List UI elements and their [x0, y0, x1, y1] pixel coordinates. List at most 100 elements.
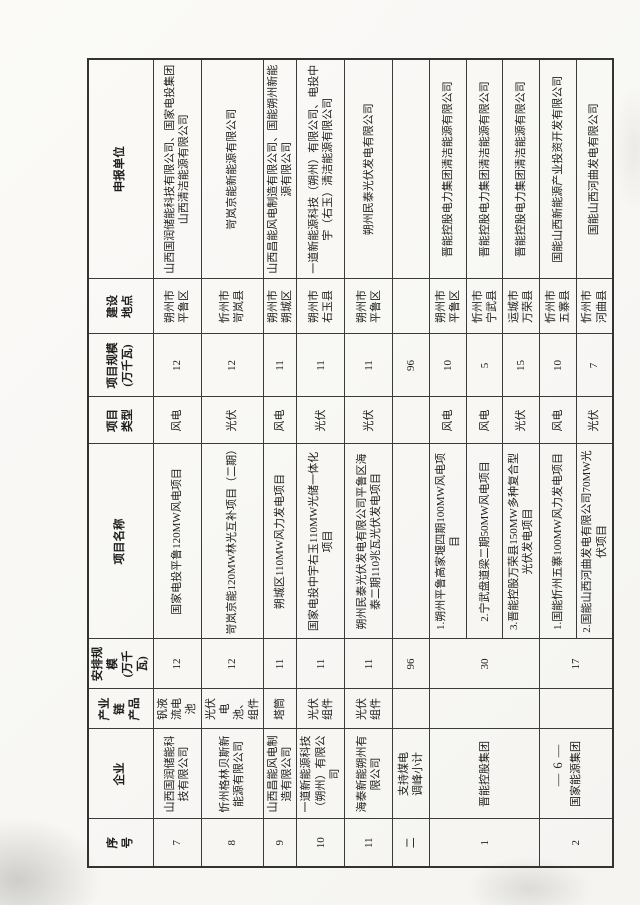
- cell-install: 12: [153, 639, 202, 689]
- cell-enterprise: 晋能控股集团: [429, 729, 540, 819]
- col-header-location: 建设 地点: [88, 279, 154, 334]
- cell-location: 运城市 万荣县: [502, 279, 540, 334]
- group-row: 1 晋能控股集团 30 1.朔州平鲁高家堰四期100MW风电项目 风电 10 朔…: [429, 59, 540, 867]
- cell-applicant: 山西国润储能科技有限公司、国家电投集团山西清洁能源有限公司: [153, 59, 202, 279]
- cell-project: 岢岚京能120MW林光互补项目（二期）: [201, 444, 264, 639]
- cell-size: 7: [576, 334, 613, 397]
- cell-size: 5: [466, 334, 503, 397]
- cell-enterprise: 一道新能源科技（朔州）有限公司: [296, 729, 345, 819]
- col-header-arranged-scale: 安排规模 (万千瓦): [88, 639, 154, 689]
- cell-project: 1.国能忻州五寨100MW风力发电项目: [539, 444, 577, 639]
- cell-no: 1: [429, 819, 540, 867]
- cell-type: 光伏: [344, 397, 393, 444]
- cell-type: 风电: [429, 397, 467, 444]
- cell-size: 10: [429, 334, 467, 397]
- table-row: 9 山西昌能风电制造有限公司 塔筒 11 朔城区110MW风力发电项目 风电 1…: [263, 59, 297, 867]
- cell-subtotal-label: 支持煤电 调峰小计: [392, 729, 430, 819]
- cell-project: 1.朔州平鲁高家堰四期100MW风电项目: [429, 444, 467, 639]
- cell-type: 光伏: [201, 397, 264, 444]
- cell-location: 忻州市 河曲县: [576, 279, 613, 334]
- cell-install: 11: [296, 639, 345, 689]
- cell-size: 96: [392, 334, 430, 397]
- cell-product: 钒液流电池: [153, 689, 202, 729]
- cell-project: 2.国能山西河曲发电有限公司70MW光伏项目: [576, 444, 613, 639]
- cell-size: 15: [502, 334, 540, 397]
- cell-type: 风电: [263, 397, 297, 444]
- cell-install: 11: [263, 639, 297, 689]
- subtotal-row: 二 支持煤电 调峰小计 96 96: [392, 59, 430, 867]
- cell-type: 风电: [539, 397, 577, 444]
- cell-product: 光伏组件: [296, 689, 345, 729]
- cell-size: 11: [296, 334, 345, 397]
- cell-location: 朔州市 右玉县: [296, 279, 345, 334]
- col-header-project-type: 项目 类型: [88, 397, 154, 444]
- cell-location: 朔州市 平鲁区: [429, 279, 467, 334]
- col-header-applicant: 申报单位: [88, 59, 154, 279]
- cell-project-empty: [392, 444, 430, 639]
- cell-install: 11: [344, 639, 393, 689]
- cell-no: 11: [344, 819, 393, 867]
- cell-type: 光伏: [502, 397, 540, 444]
- cell-applicant: 晋能控股电力集团清洁能源有限公司: [502, 59, 540, 279]
- cell-project: 2.宁武盘道梁二期50MW风电项目: [466, 444, 503, 639]
- cell-project: 朔州民泰光伏发电有限公司平鲁区海泰二期110兆瓦光伏发电项目: [344, 444, 393, 639]
- cell-location: 忻州市 五寨县: [539, 279, 577, 334]
- cell-location: 朔州市 平鲁区: [153, 279, 202, 334]
- cell-size: 11: [344, 334, 393, 397]
- cell-applicant-empty: [392, 59, 430, 279]
- cell-enterprise: 山西昌能风电制造有限公司: [263, 729, 297, 819]
- cell-no: 二: [392, 819, 430, 867]
- cell-applicant: 一道新能源科技（朔州）有限公司、电投中宇（右玉）清洁能源有限公司: [296, 59, 345, 279]
- cell-product: 光伏电池、组件: [201, 689, 264, 729]
- project-table: 序 号 企业 产业链 产品 安排规模 (万千瓦) 项目名称 项目 类型 项目规模…: [87, 58, 614, 868]
- cell-applicant: 晋能控股电力集团清洁能源有限公司: [429, 59, 467, 279]
- cell-applicant: 朔州民泰光伏发电有限公司: [344, 59, 393, 279]
- cell-project: 国家电投平鲁120MW风电项目: [153, 444, 202, 639]
- table-row: 7 山西国润储能科技有限公司 钒液流电池 12 国家电投平鲁120MW风电项目 …: [153, 59, 202, 867]
- cell-no: 7: [153, 819, 202, 867]
- cell-location: 朔州市 平鲁区: [344, 279, 393, 334]
- cell-product-empty: [539, 689, 613, 729]
- cell-install: 96: [392, 639, 430, 689]
- cell-no: 9: [263, 819, 297, 867]
- cell-no: 8: [201, 819, 264, 867]
- col-header-no: 序 号: [88, 819, 154, 867]
- cell-size: 10: [539, 334, 577, 397]
- cell-location: 朔州市 朔城区: [263, 279, 297, 334]
- cell-type: 风电: [153, 397, 202, 444]
- cell-install: 12: [201, 639, 264, 689]
- cell-applicant: 岢岚京能新能源有限公司: [201, 59, 264, 279]
- cell-enterprise: 山西国润储能科技有限公司: [153, 729, 202, 819]
- cell-product-empty: [429, 689, 540, 729]
- cell-type: 光伏: [296, 397, 345, 444]
- cell-size: 12: [201, 334, 264, 397]
- cell-product: 光伏组件: [344, 689, 393, 729]
- cell-type: 风电: [466, 397, 503, 444]
- cell-enterprise: 海泰新能朔州有限公司: [344, 729, 393, 819]
- cell-location: 忻州市 宁武县: [466, 279, 503, 334]
- col-header-enterprise: 企业: [88, 729, 154, 819]
- cell-project: 3.晋能控股万荣县150MW多种复合型光伏发电项目: [502, 444, 540, 639]
- cell-location-empty: [392, 279, 430, 334]
- cell-install: 17: [539, 639, 613, 689]
- cell-size: 11: [263, 334, 297, 397]
- cell-product: 塔筒: [263, 689, 297, 729]
- cell-project: 国家电投中宇右玉110MW光储一体化项目: [296, 444, 345, 639]
- cell-project: 朔城区110MW风力发电项目: [263, 444, 297, 639]
- col-header-project-name: 项目名称: [88, 444, 154, 639]
- cell-type: 光伏: [576, 397, 613, 444]
- cell-type-empty: [392, 397, 430, 444]
- cell-enterprise: 忻州格林贝斯新能源有限公司: [201, 729, 264, 819]
- page-number: — 6 —: [551, 743, 565, 787]
- table-row: 11 海泰新能朔州有限公司 光伏组件 11 朔州民泰光伏发电有限公司平鲁区海泰二…: [344, 59, 393, 867]
- cell-applicant: 国能山西新能源产业投资开发有限公司: [539, 59, 577, 279]
- cell-install: 30: [429, 639, 540, 689]
- cell-applicant: 晋能控股电力集团清洁能源有限公司: [466, 59, 503, 279]
- header-row: 序 号 企业 产业链 产品 安排规模 (万千瓦) 项目名称 项目 类型 项目规模…: [88, 59, 154, 867]
- cell-applicant: 国能山西河曲发电有限公司: [576, 59, 613, 279]
- col-header-project-scale: 项目规模 (万千瓦): [88, 334, 154, 397]
- cell-size: 12: [153, 334, 202, 397]
- cell-location: 忻州市 岢岚县: [201, 279, 264, 334]
